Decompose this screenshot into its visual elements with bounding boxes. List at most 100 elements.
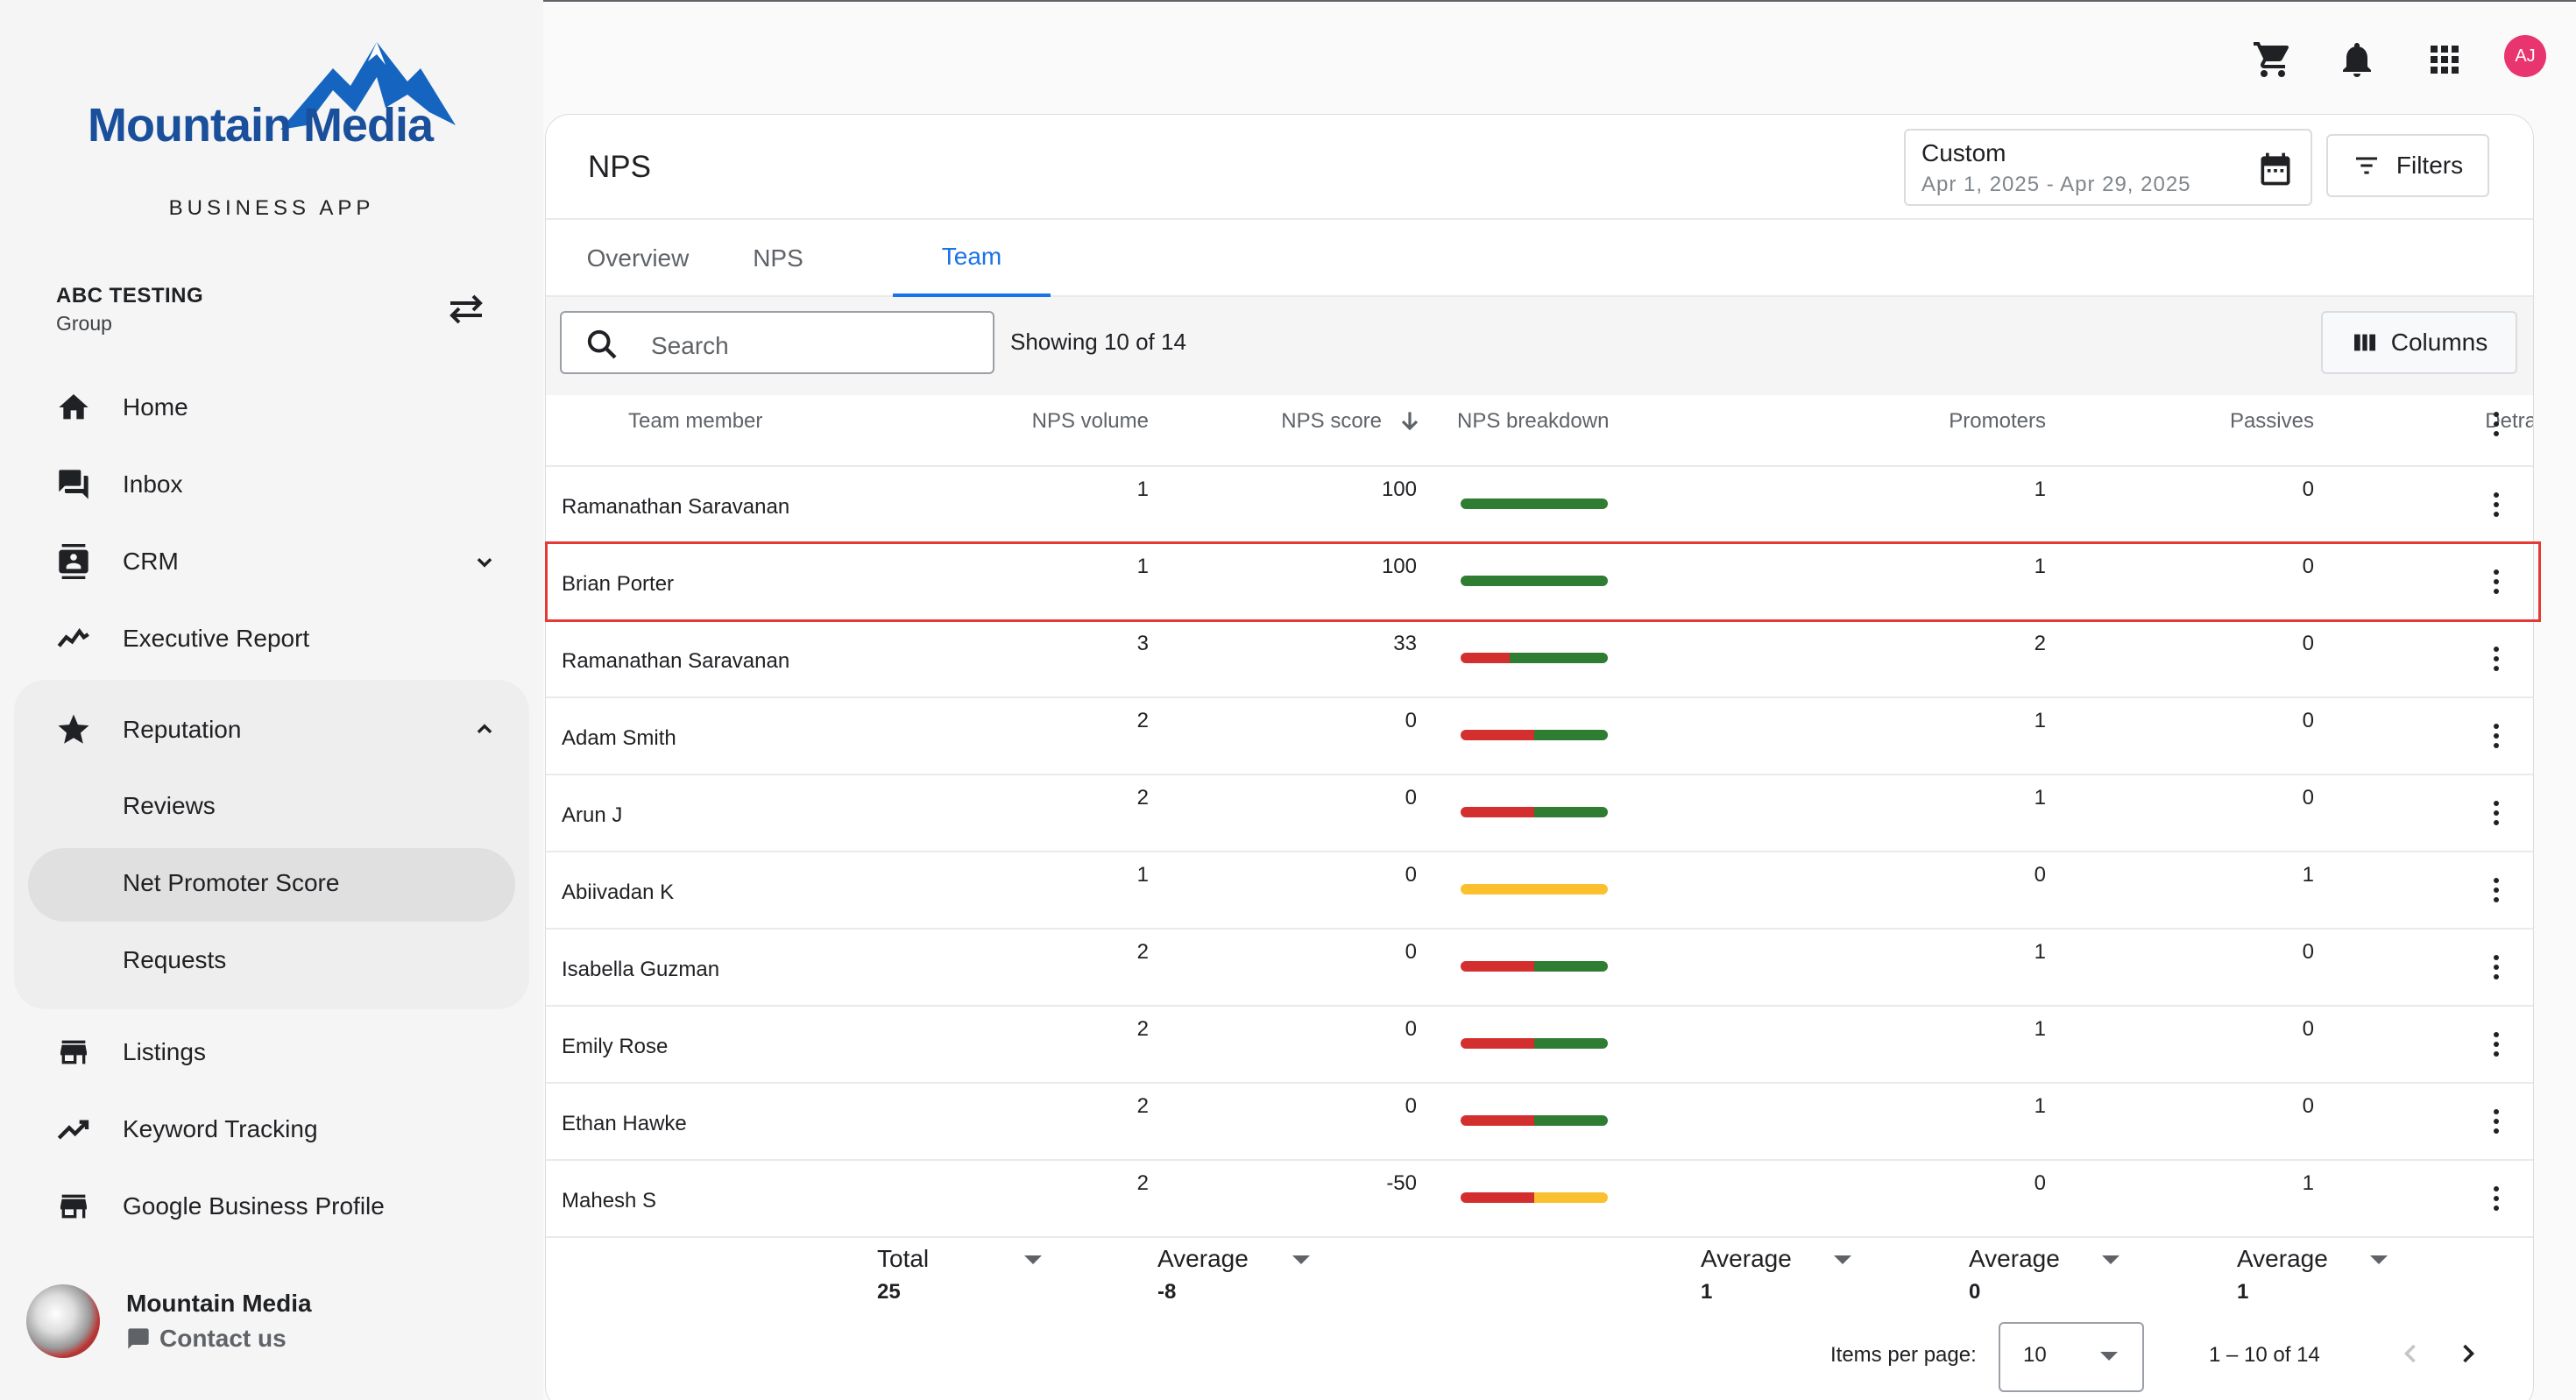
table-row[interactable]: Adam Smith 2 0 1 0 1 <box>546 696 2533 774</box>
notifications-icon[interactable] <box>2336 39 2378 81</box>
bar-segment-passives <box>1461 884 1608 894</box>
footer-volume-value: 25 <box>877 1280 901 1304</box>
store-icon <box>54 1033 93 1071</box>
tab-nps[interactable]: NPS <box>753 244 803 272</box>
date-range-picker[interactable]: Custom Apr 1, 2025 - Apr 29, 2025 <box>1904 129 2312 206</box>
cell-detractors: 1 <box>2386 632 2533 656</box>
row-more-icon[interactable] <box>2493 1185 2500 1212</box>
account-type: Group <box>56 312 112 335</box>
prev-page-icon[interactable] <box>2395 1338 2426 1369</box>
table-row[interactable]: Isabella Guzman 2 0 1 0 1 <box>546 928 2533 1005</box>
nav-keyword-tracking[interactable]: Keyword Tracking <box>0 1099 543 1160</box>
nav-reputation[interactable]: Reputation <box>0 699 543 760</box>
table-row[interactable]: Emily Rose 2 0 1 0 1 <box>546 1005 2533 1082</box>
header-nps-breakdown[interactable]: NPS breakdown <box>1457 409 1610 433</box>
bar-segment-passives <box>1534 1192 1608 1203</box>
cell-nps-score: 100 <box>1381 555 1417 578</box>
nav-requests[interactable]: Requests <box>123 946 227 973</box>
table-row[interactable]: Mahesh S 2 -50 0 1 1 <box>546 1159 2533 1236</box>
row-more-icon[interactable] <box>2493 1031 2500 1057</box>
cell-nps-score: 0 <box>1405 1017 1417 1041</box>
footer-promoters-dropdown-icon[interactable] <box>1834 1255 1851 1264</box>
row-more-icon[interactable] <box>2493 877 2500 903</box>
tab-overview[interactable]: Overview <box>586 244 690 272</box>
table-row[interactable]: Arun J 2 0 1 0 1 <box>546 774 2533 851</box>
bar-segment-promoters <box>1510 653 1608 663</box>
next-page-icon[interactable] <box>2452 1338 2484 1369</box>
nav-listings-label: Listings <box>123 1038 206 1065</box>
contact-us-link[interactable]: Contact us <box>126 1325 287 1353</box>
nav-listings[interactable]: Listings <box>0 1022 543 1083</box>
cell-promoters: 1 <box>2034 477 2046 501</box>
nav-google-business-profile[interactable]: Google Business Profile <box>0 1176 543 1237</box>
search-placeholder: Search <box>651 332 729 359</box>
table-row[interactable]: Abiivadan K 1 0 0 1 0 <box>546 851 2533 928</box>
cart-icon[interactable] <box>2252 39 2294 81</box>
footer-score-label: Average <box>1157 1245 1249 1272</box>
columns-button[interactable]: Columns <box>2321 311 2517 374</box>
row-divider <box>546 619 2533 621</box>
footer-passives-dropdown-icon[interactable] <box>2102 1255 2120 1264</box>
cell-passives: 0 <box>2302 1094 2314 1118</box>
header-detractors[interactable]: Detractors <box>2485 409 2534 433</box>
table-row[interactable]: Ethan Hawke 2 0 1 0 1 <box>546 1082 2533 1159</box>
row-more-icon[interactable] <box>2493 954 2500 980</box>
filters-button[interactable]: Filters <box>2326 134 2489 197</box>
row-divider <box>546 542 2533 544</box>
cell-detractors: 1 <box>2386 1094 2533 1119</box>
footer-detractors-dropdown-icon[interactable] <box>2370 1255 2388 1264</box>
cell-team-member: Ethan Hawke <box>562 1112 687 1135</box>
nav-net-promoter-score[interactable] <box>28 848 515 922</box>
tab-team[interactable]: Team <box>893 220 1051 297</box>
nav-crm[interactable]: CRM <box>0 531 543 592</box>
header-more-icon[interactable] <box>2493 411 2500 437</box>
nav-home[interactable]: Home <box>0 377 543 438</box>
nps-breakdown-bar <box>1461 884 1608 894</box>
cell-passives: 0 <box>2302 709 2314 732</box>
row-more-icon[interactable] <box>2493 800 2500 826</box>
cell-promoters: 2 <box>2034 632 2046 655</box>
row-more-icon[interactable] <box>2493 569 2500 595</box>
nps-breakdown-bar <box>1461 730 1608 740</box>
switch-account-icon[interactable] <box>445 291 487 326</box>
footer-detractors-value: 1 <box>2237 1280 2249 1304</box>
search-input[interactable]: Search <box>560 311 994 374</box>
footer-volume-dropdown-icon[interactable] <box>1024 1255 1042 1264</box>
cell-nps-volume: 2 <box>1136 786 1149 810</box>
table-row[interactable]: Ramanathan Saravanan1100100 <box>546 465 2533 542</box>
table-row[interactable]: Brian Porter1100100 <box>546 542 2533 619</box>
header-passives[interactable]: Passives <box>2229 409 2314 433</box>
cell-team-member: Ramanathan Saravanan <box>562 649 790 673</box>
apps-grid-icon[interactable] <box>2424 39 2466 81</box>
row-more-icon[interactable] <box>2493 1108 2500 1135</box>
nav-executive-report[interactable]: Executive Report <box>0 608 543 669</box>
nav-executive-report-label: Executive Report <box>123 625 310 652</box>
sort-arrow-down-icon[interactable] <box>1396 407 1424 435</box>
row-more-icon[interactable] <box>2493 491 2500 518</box>
bar-segment-promoters <box>1534 1115 1608 1126</box>
row-more-icon[interactable] <box>2493 723 2500 749</box>
footer-score-dropdown-icon[interactable] <box>1292 1255 1310 1264</box>
header-team-member[interactable]: Team member <box>628 409 763 433</box>
footer-passives-value: 0 <box>1969 1280 1981 1304</box>
calendar-icon[interactable] <box>2256 150 2295 188</box>
header-nps-score[interactable]: NPS score <box>1281 409 1382 433</box>
table-row[interactable]: Ramanathan Saravanan333201 <box>546 619 2533 696</box>
row-divider <box>546 1159 2533 1161</box>
user-avatar[interactable]: AJ <box>2504 35 2546 77</box>
nav-reviews[interactable]: Reviews <box>123 792 216 819</box>
sidebar: Mountain Media BUSINESS APP ABC TESTING … <box>0 0 543 1400</box>
items-per-page-select[interactable] <box>1999 1322 2144 1392</box>
cell-team-member: Mahesh S <box>562 1189 657 1213</box>
nav-inbox[interactable]: Inbox <box>0 454 543 515</box>
cell-promoters: 1 <box>2034 786 2046 810</box>
header-nps-volume[interactable]: NPS volume <box>1031 409 1149 433</box>
cell-passives: 0 <box>2302 1017 2314 1041</box>
cell-detractors: 1 <box>2386 1171 2533 1196</box>
header-promoters[interactable]: Promoters <box>1949 409 2046 433</box>
cell-passives: 0 <box>2302 786 2314 810</box>
row-more-icon[interactable] <box>2493 646 2500 672</box>
brand-avatar <box>26 1284 100 1358</box>
mountain-logo-icon <box>280 42 456 130</box>
cell-nps-score: 0 <box>1405 863 1417 887</box>
